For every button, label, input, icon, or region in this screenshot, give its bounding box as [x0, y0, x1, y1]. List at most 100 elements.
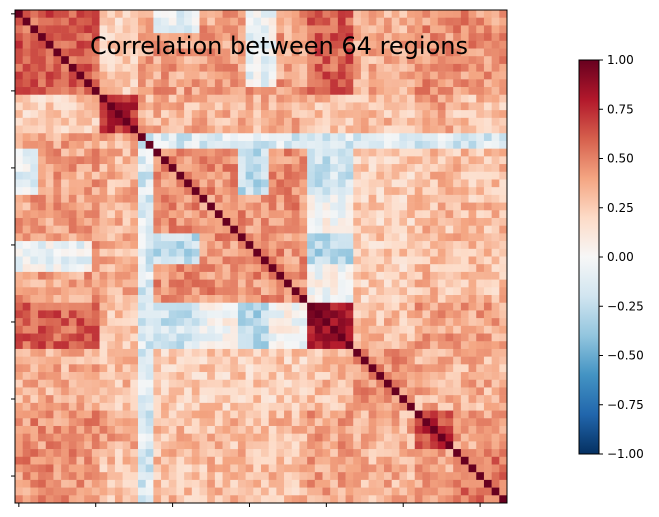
- heatmap-cell: [114, 456, 123, 465]
- heatmap-cell: [414, 464, 423, 473]
- heatmap-cell: [491, 179, 500, 188]
- heatmap-cell: [307, 449, 316, 458]
- heatmap-cell: [414, 164, 423, 173]
- heatmap-cell: [53, 372, 62, 381]
- heatmap-cell: [30, 279, 39, 288]
- heatmap-cell: [99, 487, 108, 496]
- heatmap-cell: [314, 310, 323, 319]
- heatmap-cell: [122, 449, 131, 458]
- heatmap-cell: [322, 348, 331, 357]
- heatmap-cell: [414, 33, 423, 42]
- heatmap-cell: [399, 271, 408, 280]
- heatmap-cell: [337, 17, 346, 26]
- heatmap-cell: [53, 194, 62, 203]
- heatmap-cell: [168, 271, 177, 280]
- heatmap-cell: [360, 479, 369, 488]
- heatmap-cell: [437, 425, 446, 434]
- heatmap-cell: [191, 164, 200, 173]
- heatmap-cell: [22, 133, 31, 142]
- heatmap-cell: [453, 387, 462, 396]
- heatmap-cell: [68, 233, 77, 242]
- heatmap-cell: [391, 125, 400, 134]
- heatmap-cell: [445, 225, 454, 234]
- heatmap-cell: [91, 102, 100, 111]
- heatmap-cell: [391, 87, 400, 96]
- heatmap-cell: [368, 295, 377, 304]
- heatmap-cell: [460, 387, 469, 396]
- heatmap-cell: [207, 410, 216, 419]
- heatmap-cell: [337, 25, 346, 34]
- heatmap-cell: [276, 341, 285, 350]
- heatmap-cell: [384, 171, 392, 180]
- heatmap-cell: [437, 302, 446, 311]
- heatmap-cell: [307, 487, 316, 496]
- heatmap-cell: [414, 472, 423, 481]
- heatmap-cell: [491, 456, 500, 465]
- heatmap-cell: [453, 194, 462, 203]
- heatmap-cell: [468, 56, 477, 65]
- heatmap-cell: [276, 10, 285, 18]
- heatmap-cell: [307, 133, 316, 142]
- heatmap-cell: [299, 25, 308, 34]
- heatmap-cell: [168, 79, 177, 88]
- heatmap-cell: [430, 164, 439, 173]
- heatmap-cell: [307, 241, 316, 250]
- heatmap-cell: [268, 87, 277, 96]
- heatmap-cell: [107, 449, 116, 458]
- heatmap-cell: [322, 295, 331, 304]
- heatmap-cell: [207, 133, 216, 142]
- heatmap-cell: [445, 402, 454, 411]
- heatmap-cell: [176, 302, 185, 311]
- heatmap-cell: [499, 449, 508, 458]
- heatmap-cell: [376, 110, 385, 119]
- heatmap-cell: [407, 310, 416, 319]
- heatmap-cell: [376, 333, 385, 342]
- heatmap-cell: [499, 364, 508, 373]
- heatmap-cell: [399, 48, 408, 57]
- heatmap-cell: [360, 372, 369, 381]
- heatmap-cell: [460, 210, 469, 219]
- heatmap-cell: [399, 56, 408, 65]
- heatmap-cell: [284, 395, 293, 404]
- heatmap-cell: [391, 40, 400, 49]
- heatmap-cell: [291, 87, 300, 96]
- heatmap-cell: [53, 487, 62, 496]
- heatmap-cell: [299, 402, 308, 411]
- heatmap-cell: [491, 140, 500, 149]
- heatmap-cell: [191, 279, 200, 288]
- heatmap-cell: [407, 295, 416, 304]
- heatmap-cell: [337, 418, 346, 427]
- heatmap-cell: [330, 10, 339, 18]
- heatmap-cell: [330, 171, 339, 180]
- heatmap-cell: [284, 179, 293, 188]
- heatmap-cell: [499, 40, 508, 49]
- heatmap-cell: [76, 33, 85, 42]
- heatmap-cell: [384, 233, 392, 242]
- heatmap-cell: [214, 125, 223, 134]
- heatmap-cell: [368, 164, 377, 173]
- heatmap-cell: [184, 110, 193, 119]
- heatmap-cell: [53, 94, 62, 103]
- heatmap-cell: [422, 387, 431, 396]
- heatmap-cell: [322, 341, 331, 350]
- heatmap-cell: [376, 125, 385, 134]
- heatmap-cell: [407, 287, 416, 296]
- heatmap-cell: [153, 264, 162, 273]
- heatmap-cell: [399, 156, 408, 165]
- heatmap-cell: [291, 133, 300, 142]
- heatmap-cell: [360, 63, 369, 72]
- heatmap-cell: [61, 79, 70, 88]
- heatmap-cell: [130, 210, 139, 219]
- heatmap-cell: [307, 495, 316, 504]
- heatmap-cell: [45, 63, 54, 72]
- heatmap-cell: [322, 71, 331, 80]
- heatmap-cell: [191, 210, 200, 219]
- heatmap-cell: [114, 418, 123, 427]
- heatmap-cell: [453, 210, 462, 219]
- heatmap-cell: [191, 271, 200, 280]
- heatmap-cell: [84, 71, 93, 80]
- heatmap-cell: [191, 25, 200, 34]
- heatmap-cell: [68, 110, 77, 119]
- heatmap-cell: [476, 110, 485, 119]
- heatmap-cell: [483, 40, 492, 49]
